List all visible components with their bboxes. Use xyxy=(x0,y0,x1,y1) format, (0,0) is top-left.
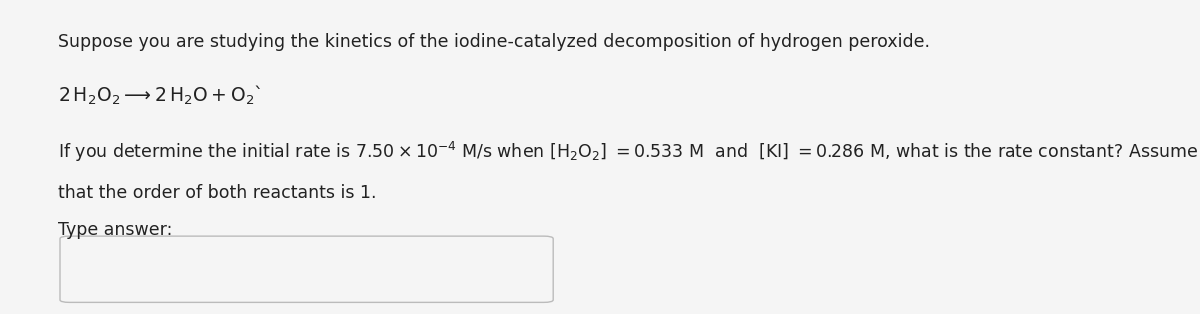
FancyBboxPatch shape xyxy=(60,236,553,302)
Text: that the order of both reactants is 1.: that the order of both reactants is 1. xyxy=(58,184,376,202)
Text: Suppose you are studying the kinetics of the iodine-catalyzed decomposition of h: Suppose you are studying the kinetics of… xyxy=(58,33,930,51)
Text: If you determine the initial rate is $7.50 \times 10^{-4}$ M/s when $[{\rm H_2O_: If you determine the initial rate is $7.… xyxy=(58,140,1198,164)
Text: $\mathregular{2\,H_2O_2 \longrightarrow 2\,H_2O + O_2}$`: $\mathregular{2\,H_2O_2 \longrightarrow … xyxy=(58,83,262,106)
Text: Type answer:: Type answer: xyxy=(58,221,172,239)
